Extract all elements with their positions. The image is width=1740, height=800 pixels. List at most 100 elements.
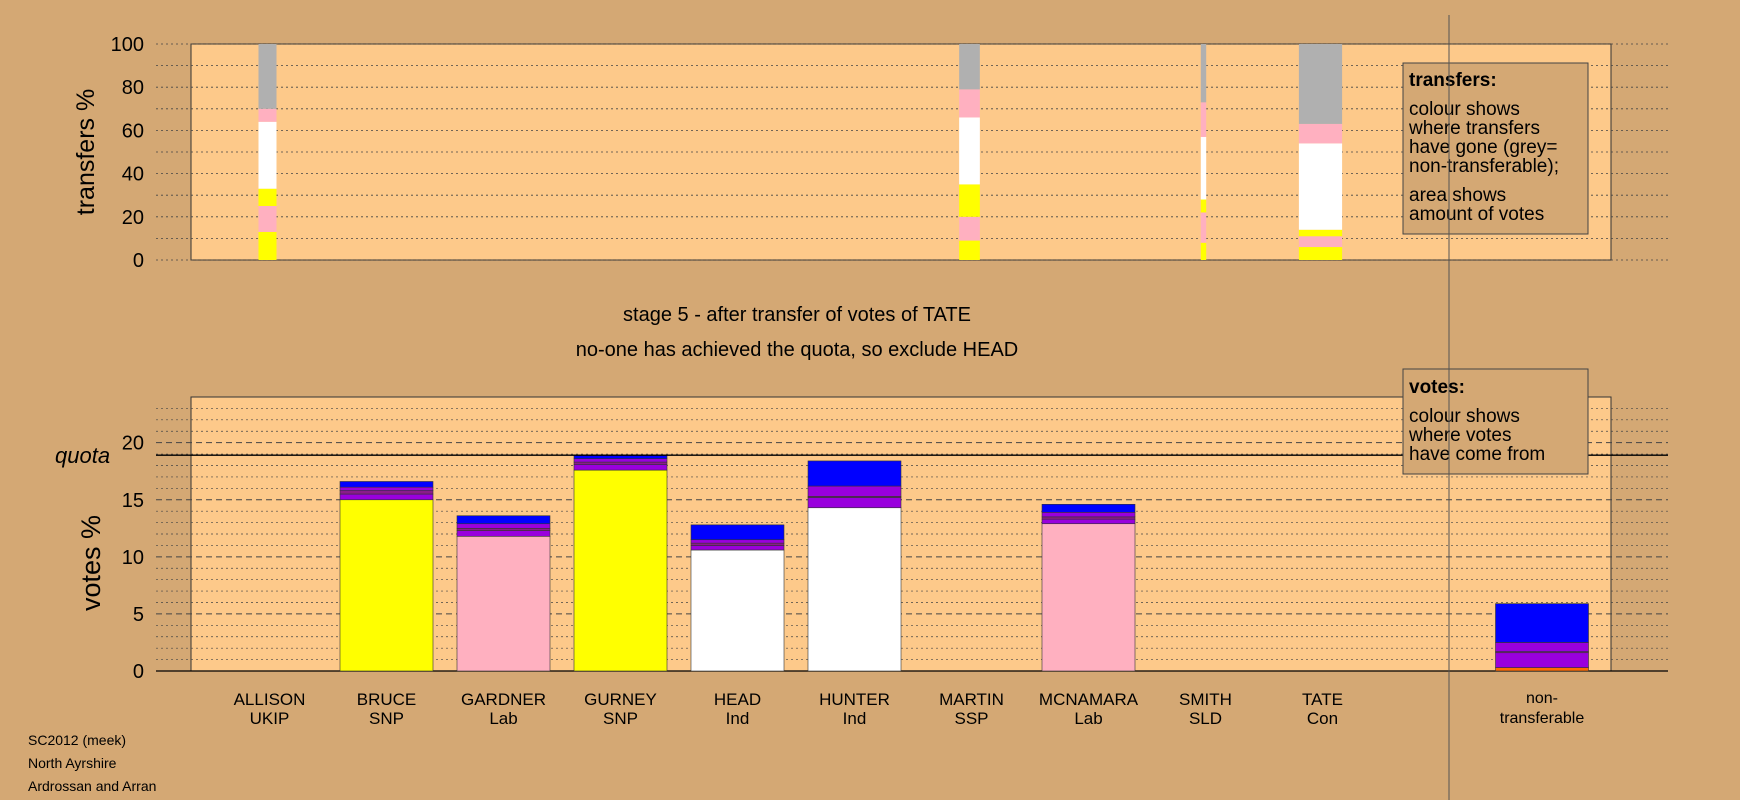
vote-segment-gurney — [573, 458, 668, 463]
vote-segment-hunter — [807, 507, 902, 672]
candidate-party-label: Ind — [843, 709, 867, 728]
vote-segment-mcnamara — [1041, 523, 1136, 672]
footer: SC2012 (meek) North Ayrshire Ardrossan a… — [28, 732, 156, 794]
vote-segment-bruce — [339, 490, 434, 495]
vote-segment-gurney — [573, 461, 668, 465]
candidate-party-label: Lab — [489, 709, 517, 728]
candidate-party-label: SNP — [603, 709, 638, 728]
vote-segment-gurney — [573, 464, 668, 471]
transfer-segment-tate — [1298, 247, 1343, 260]
vote-segment-hunter — [807, 460, 902, 487]
votes-y-tick-label: 20 — [122, 433, 144, 455]
transfer-segment-allison — [258, 44, 277, 109]
transfers-legend-line-5: area shows — [1409, 185, 1506, 206]
candidate-party-label: SNP — [369, 709, 404, 728]
vote-segment-bruce — [339, 486, 434, 491]
vote-segment-mcnamara — [1041, 504, 1136, 513]
non-transferable-label-1: non- — [1526, 690, 1558, 707]
transfer-segment-tate — [1298, 236, 1343, 248]
non-transferable-segment — [1495, 642, 1589, 652]
non-transferable-segment — [1495, 667, 1589, 672]
transfer-segment-allison — [258, 206, 277, 232]
transfer-segment-smith — [1200, 242, 1207, 260]
candidate-name-label: HEAD — [714, 690, 761, 709]
vote-segment-hunter — [807, 497, 902, 509]
transfers-y-axis-label: transfers % — [72, 89, 100, 215]
transfer-segment-allison — [258, 121, 277, 189]
transfer-segment-allison — [258, 188, 277, 206]
transfers-legend-line-6: amount of votes — [1409, 204, 1544, 225]
vote-segment-gardner — [456, 523, 551, 529]
vote-segment-gardner — [456, 515, 551, 525]
transfers-legend-line-2: where transfers — [1408, 118, 1540, 139]
transfers-y-ticks: 0 20 40 60 80 100 — [111, 34, 144, 272]
transfers-legend: transfers: colour shows where transfers … — [1402, 62, 1589, 235]
votes-legend: votes: colour shows where votes have com… — [1402, 368, 1589, 475]
votes-y-axis-label: votes % — [76, 515, 106, 611]
transfers-y-tick-label: 80 — [122, 77, 144, 99]
votes-y-tick-label: 15 — [122, 490, 144, 512]
candidate-party-label: Ind — [726, 709, 750, 728]
vote-segment-gurney — [573, 469, 668, 672]
non-transferable-segment — [1495, 603, 1589, 643]
candidate-party-label: SSP — [954, 709, 988, 728]
votes-legend-title: votes: — [1409, 377, 1465, 398]
vote-segment-head — [690, 524, 785, 541]
stage-subtitle: no-one has achieved the quota, so exclud… — [576, 339, 1019, 361]
candidate-name-label: GURNEY — [584, 690, 657, 709]
transfer-segment-smith — [1200, 212, 1207, 243]
vote-segment-bruce — [339, 499, 434, 672]
votes-y-tick-label: 0 — [133, 661, 144, 683]
candidate-name-label: GARDNER — [461, 690, 546, 709]
transfer-segment-tate — [1298, 229, 1343, 237]
transfer-segment-smith — [1200, 44, 1207, 103]
transfers-legend-line-3: have gone (grey= — [1409, 137, 1557, 158]
transfer-segment-allison — [258, 108, 277, 122]
transfer-segment-martin — [959, 117, 980, 185]
transfer-segment-martin — [959, 44, 980, 90]
candidate-party-label: UKIP — [250, 709, 290, 728]
candidate-name-label: MARTIN — [939, 690, 1004, 709]
candidate-name-label: BRUCE — [357, 690, 417, 709]
candidate-party-label: Con — [1307, 709, 1338, 728]
candidate-party-label: Lab — [1074, 709, 1102, 728]
quota-label: quota — [55, 443, 110, 468]
transfers-y-tick-label: 0 — [133, 250, 144, 272]
vote-segment-bruce — [339, 481, 434, 488]
transfers-y-tick-label: 100 — [111, 34, 144, 56]
transfers-columns — [258, 44, 1343, 260]
vote-segment-head — [690, 545, 785, 551]
vote-segment-gardner — [456, 535, 551, 672]
transfer-segment-tate — [1298, 123, 1343, 144]
candidate-party-label: SLD — [1189, 709, 1222, 728]
transfer-segment-martin — [959, 240, 980, 260]
footer-line-1: SC2012 (meek) — [28, 732, 126, 748]
transfer-segment-smith — [1200, 199, 1207, 213]
transfers-y-tick-label: 20 — [122, 207, 144, 229]
vote-segment-mcnamara — [1041, 518, 1136, 525]
candidate-name-label: HUNTER — [819, 690, 890, 709]
transfer-segment-allison — [258, 231, 277, 260]
non-transferable-label-2: transferable — [1500, 710, 1585, 727]
transfers-legend-title: transfers: — [1409, 70, 1497, 91]
candidate-name-label: TATE — [1302, 690, 1343, 709]
footer-line-3: Ardrossan and Arran — [28, 778, 156, 794]
votes-legend-line-3: have come from — [1409, 444, 1545, 465]
vote-segment-mcnamara — [1041, 516, 1136, 520]
transfers-panel: 0 20 40 60 80 100 transfers % transfers: colo… — [72, 34, 1668, 272]
votes-legend-line-2: where votes — [1408, 425, 1511, 446]
candidate-name-label: ALLISON — [234, 690, 306, 709]
transfers-y-tick-label: 40 — [122, 164, 144, 186]
vote-segment-gardner — [456, 527, 551, 531]
transfers-y-tick-label: 60 — [122, 120, 144, 142]
transfer-segment-martin — [959, 184, 980, 217]
candidate-name-label: SMITH — [1179, 690, 1232, 709]
vote-segment-mcnamara — [1041, 512, 1136, 518]
transfer-segment-smith — [1200, 102, 1207, 137]
transfers-legend-box — [1402, 62, 1589, 235]
stage-title: stage 5 - after transfer of votes of TAT… — [623, 304, 971, 326]
transfer-segment-tate — [1298, 143, 1343, 230]
votes-x-labels: ALLISONUKIPBRUCESNPGARDNERLabGURNEYSNPHE… — [234, 690, 1585, 728]
